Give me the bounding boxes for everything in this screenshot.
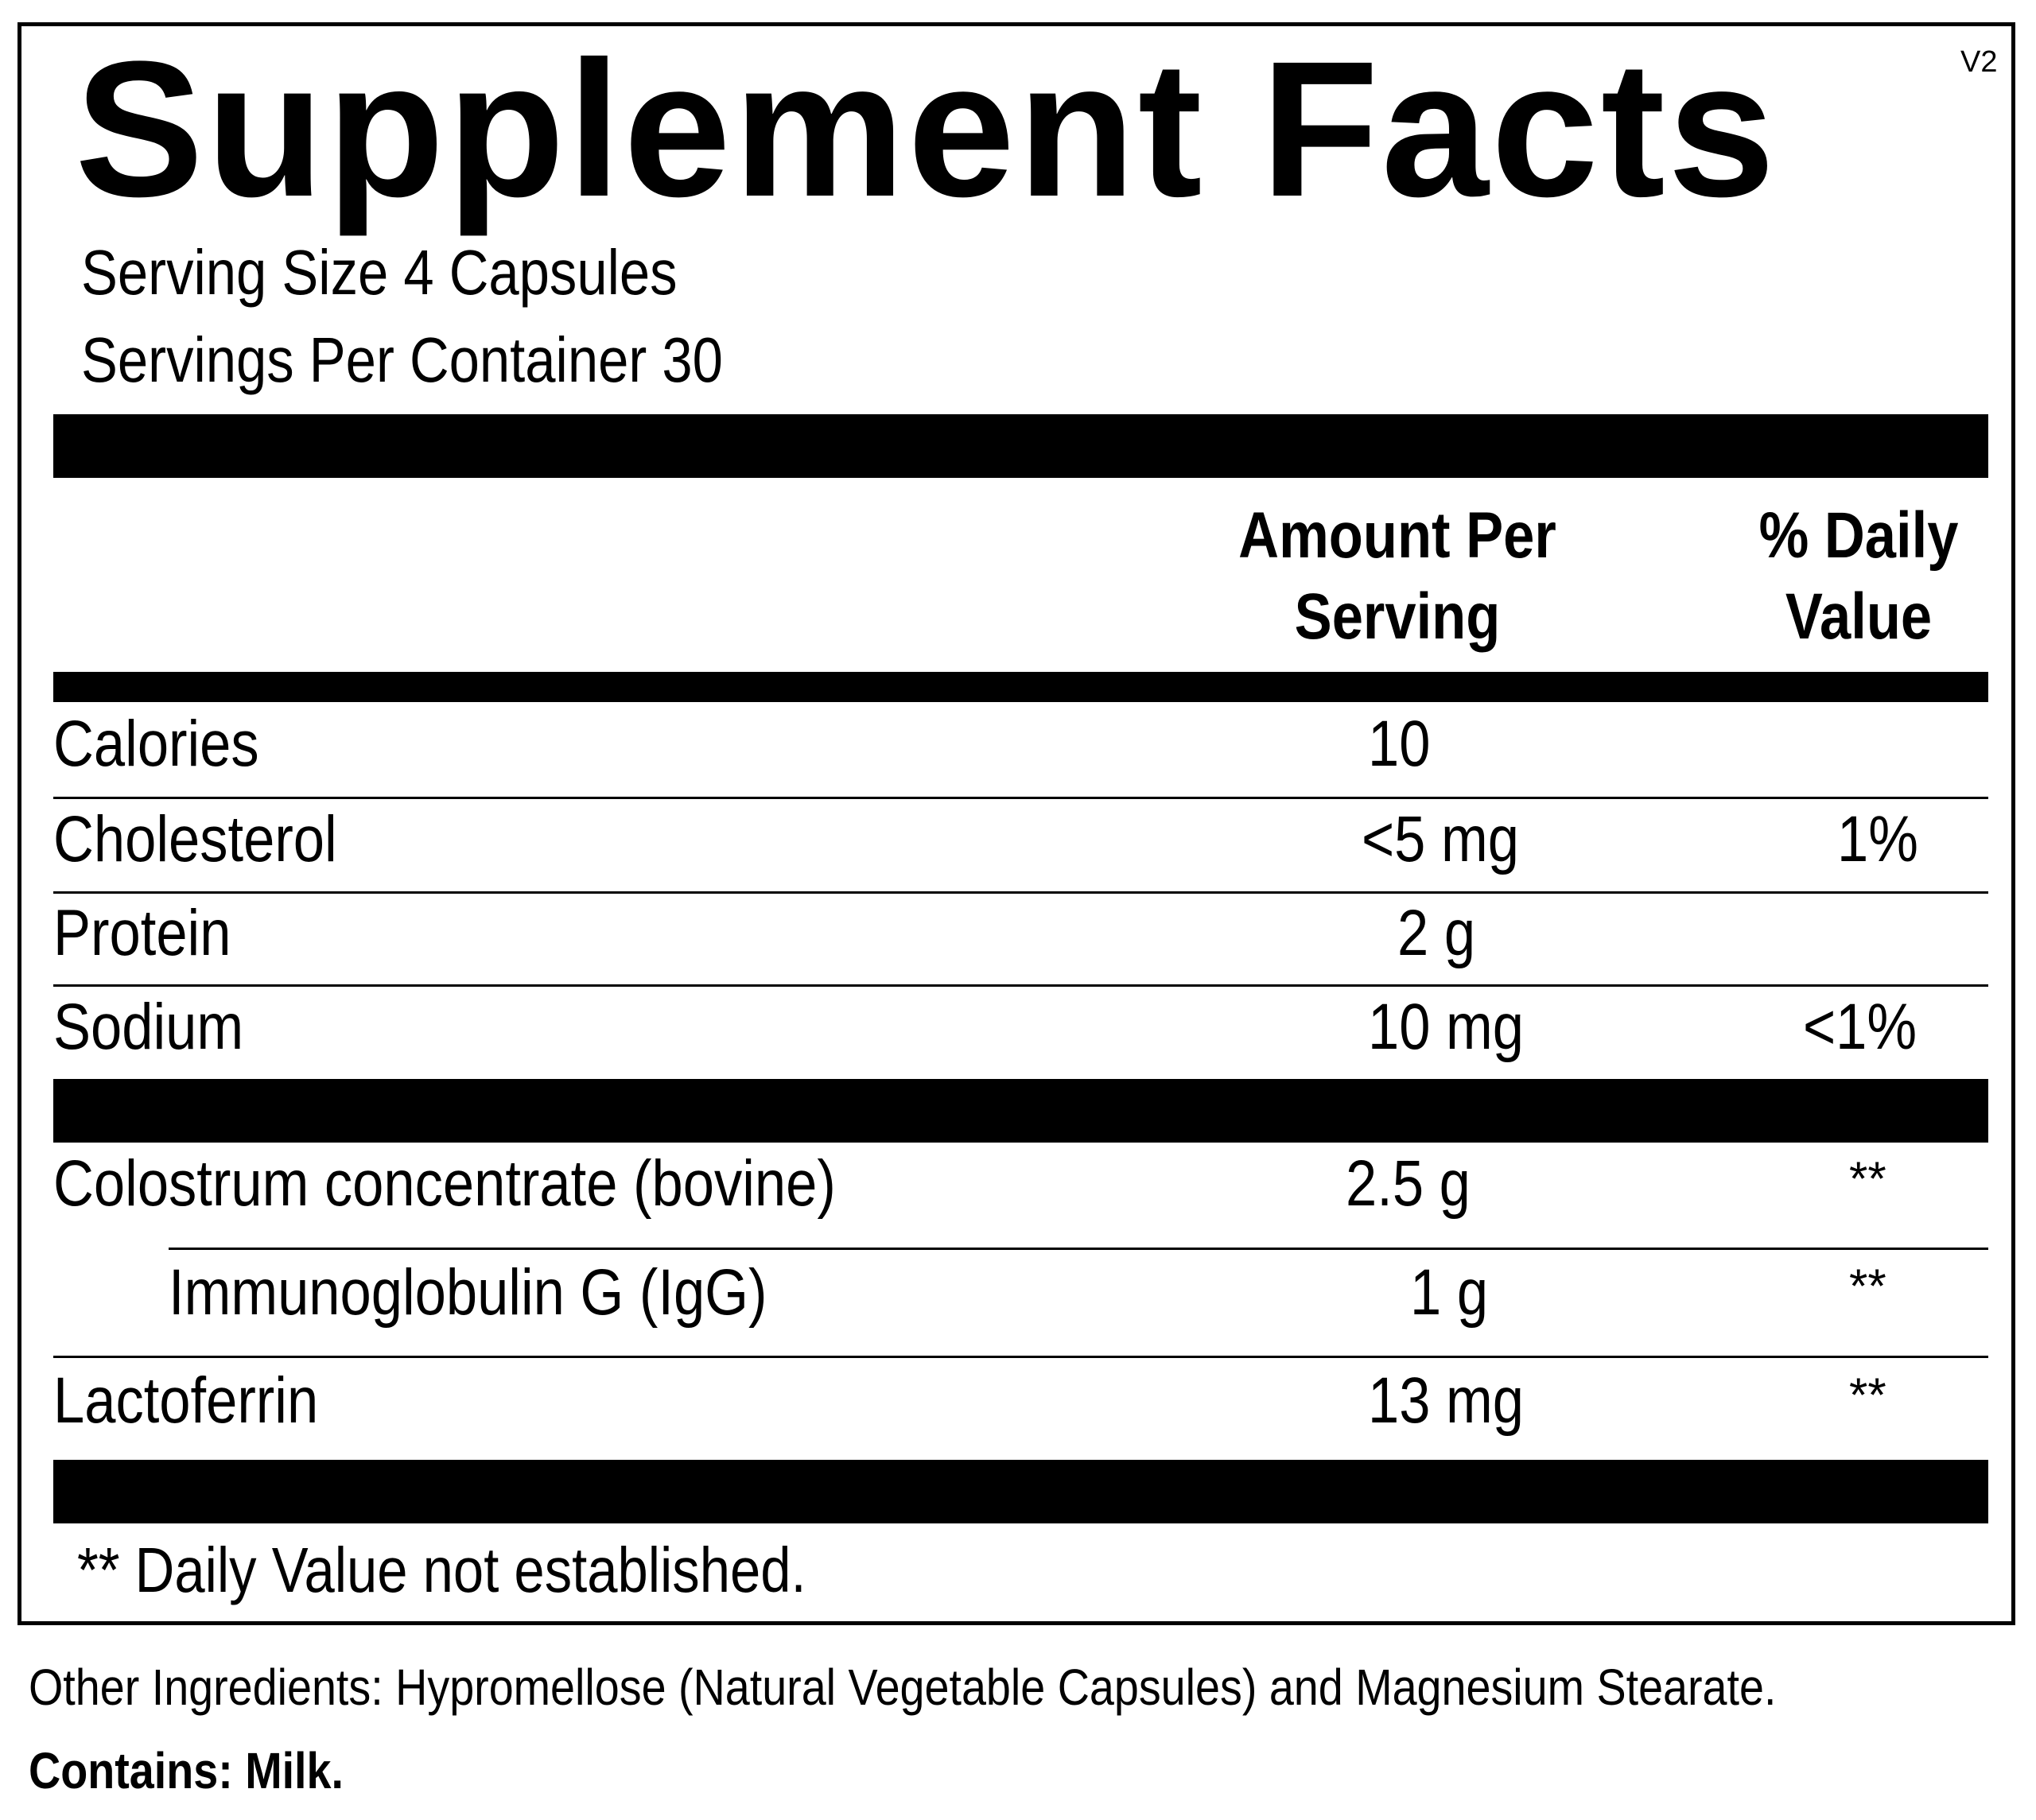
- row-divider: [53, 797, 1988, 799]
- nutrient-amount: 10: [1368, 708, 1431, 780]
- row-divider: [53, 891, 1988, 894]
- serving-size: Serving Size 4 Capsules: [81, 237, 678, 308]
- nutrient-amount: <5 mg: [1362, 803, 1519, 875]
- ingredient-amount: 1 g: [1410, 1256, 1489, 1329]
- daily-value-header: % Daily Value: [1708, 495, 2010, 658]
- thick-divider-bottom: [53, 1460, 1988, 1523]
- panel-title: Supplement Facts: [75, 21, 1778, 237]
- version-label: V2: [1960, 45, 1998, 79]
- thick-divider-header: [53, 672, 1988, 702]
- ingredient-daily-value: **: [1849, 1368, 1886, 1422]
- nutrient-amount: 2 g: [1397, 897, 1476, 969]
- nutrient-amount: 10 mg: [1368, 991, 1524, 1063]
- dv-header-line2: Value: [1785, 580, 1933, 653]
- ingredient-daily-value: **: [1849, 1152, 1886, 1205]
- supplement-facts-panel: Supplement Facts V2 Serving Size 4 Capsu…: [17, 22, 2015, 1625]
- row-divider: [53, 984, 1988, 987]
- allergen-statement: Contains: Milk.: [29, 1742, 344, 1799]
- ingredient-daily-value: **: [1849, 1259, 1886, 1313]
- thick-divider-middle: [53, 1079, 1988, 1143]
- amount-header-line2: Serving: [1294, 580, 1501, 653]
- ingredient-name-indented: Immunoglobulin G (IgG): [169, 1256, 767, 1329]
- nutrient-name: Protein: [53, 897, 231, 969]
- row-divider: [53, 1356, 1988, 1358]
- servings-per-container: Servings Per Container 30: [81, 324, 723, 395]
- other-ingredients: Other Ingredients: Hypromellose (Natural…: [29, 1659, 1777, 1716]
- nutrient-name: Sodium: [53, 991, 244, 1063]
- ingredient-name: Lactoferrin: [53, 1364, 319, 1437]
- ingredient-amount: 13 mg: [1368, 1364, 1524, 1437]
- row-divider-indented: [169, 1248, 1988, 1250]
- amount-header-line1: Amount Per: [1238, 499, 1556, 572]
- nutrient-name: Calories: [53, 708, 259, 780]
- nutrient-name: Cholesterol: [53, 803, 337, 875]
- dv-header-line1: % Daily: [1758, 499, 1959, 572]
- amount-per-serving-header: Amount Per Serving: [1167, 495, 1628, 658]
- nutrient-daily-value: <1%: [1803, 991, 1917, 1063]
- ingredient-amount: 2.5 g: [1346, 1147, 1471, 1220]
- ingredient-name: Colostrum concentrate (bovine): [53, 1147, 836, 1220]
- nutrient-daily-value: 1%: [1837, 803, 1918, 875]
- thick-divider-top: [53, 414, 1988, 478]
- footnote: ** Daily Value not established.: [77, 1535, 806, 1605]
